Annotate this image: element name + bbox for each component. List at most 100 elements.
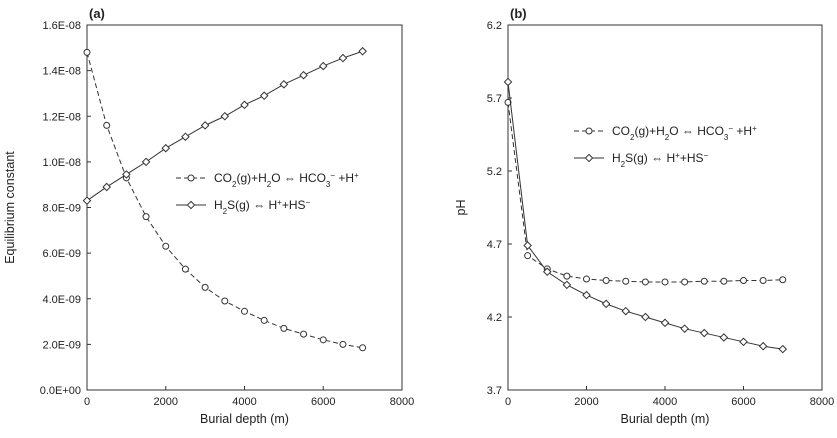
panel-label: (b)	[510, 6, 527, 21]
series-co2	[83, 48, 367, 352]
y-tick-label: 5.2	[487, 166, 502, 178]
legend-marker	[187, 174, 195, 182]
y-tick-label: 6.0E-09	[42, 248, 81, 260]
data-point	[142, 213, 150, 221]
data-point	[602, 277, 610, 284]
plot-frame	[507, 24, 823, 391]
data-point	[700, 277, 708, 285]
y-tick-label: 1.2E-08	[42, 111, 81, 123]
data-point	[699, 328, 709, 338]
data-point	[83, 48, 91, 56]
x-axis-title: Burial depth (m)	[200, 412, 289, 426]
data-point	[720, 277, 728, 285]
data-point	[181, 132, 190, 142]
series-co2	[504, 98, 787, 286]
y-axis-title: Equilibrium constant	[3, 151, 17, 264]
legend: CO2(g)+H2O ⇔ HCO3− +H+ H2S(g) ⇔ H++HS−	[574, 124, 757, 169]
y-tick-label: 4.2	[487, 312, 502, 324]
data-point	[201, 283, 209, 291]
x-tick-label: 6000	[311, 396, 335, 408]
data-point	[221, 297, 229, 305]
data-point	[641, 278, 649, 286]
data-point	[740, 277, 747, 284]
data-point	[240, 100, 249, 110]
data-point	[759, 277, 767, 284]
x-tick-label: 6000	[731, 396, 755, 408]
legend: CO2(g)+H2O ⇔ HCO3− +H+ H2S(g) ⇔ H++HS−	[176, 171, 359, 216]
x-axis-title: Burial depth (m)	[621, 412, 710, 426]
data-point	[318, 61, 328, 71]
data-point	[299, 70, 308, 80]
x-tick-label: 2000	[574, 396, 598, 408]
data-point	[779, 276, 787, 284]
data-point	[563, 272, 571, 280]
data-point	[660, 318, 670, 328]
y-tick-label: 1.0E-08	[42, 157, 81, 169]
data-point	[280, 324, 288, 332]
data-point	[523, 241, 532, 250]
legend-label: H2S(g) ⇔ H++HS−	[214, 198, 311, 216]
data-point	[102, 182, 111, 192]
x-tick-label: 2000	[154, 396, 178, 408]
data-point	[778, 344, 788, 354]
data-point	[220, 111, 230, 121]
chart-panel-a: 0 2000 4000 6000 8000 0.0E+00 2.0E-09 4.0E-09 6.…	[3, 6, 414, 426]
x-tick-label: 8000	[390, 396, 414, 408]
data-point	[680, 324, 689, 333]
legend-marker	[585, 127, 593, 135]
data-point	[758, 341, 768, 351]
data-point	[338, 53, 348, 63]
series-h2s	[503, 77, 788, 354]
y-tick-label: 1.6E-08	[42, 20, 81, 32]
data-point	[241, 307, 248, 315]
x-tick-label: 4000	[653, 396, 677, 408]
data-point	[162, 242, 170, 250]
series-h2s	[82, 46, 367, 205]
data-point	[739, 337, 748, 347]
y-tick-label: 0.0E+00	[40, 385, 81, 397]
legend-label: H2S(g) ⇔ H++HS−	[612, 151, 709, 169]
data-point	[319, 336, 327, 344]
panel-label: (a)	[89, 6, 105, 21]
y-axis-title: pH	[454, 200, 468, 216]
y-tick-label: 8.0E-09	[42, 203, 81, 215]
data-point	[601, 299, 611, 309]
y-tick-label: 2.0E-09	[42, 339, 81, 351]
chart-panel-b: 0 2000 4000 6000 8000 3.7 4.2 4.7 5.2 5.7 6.2 Buria…	[454, 6, 834, 426]
data-point	[359, 344, 367, 352]
data-point	[82, 196, 92, 205]
data-point	[200, 121, 210, 130]
data-point	[622, 277, 630, 285]
data-point	[641, 312, 650, 322]
data-point	[122, 170, 131, 179]
data-point	[583, 275, 590, 283]
legend-label: CO2(g)+H2O ⇔ HCO3− +H+	[612, 124, 757, 142]
data-point	[681, 278, 689, 286]
data-point	[503, 77, 513, 87]
data-point	[358, 46, 367, 56]
legend-label: CO2(g)+H2O ⇔ HCO3− +H+	[214, 171, 359, 189]
y-tick-label: 4.0E-09	[42, 294, 81, 306]
y-tick-label: 3.7	[487, 385, 502, 397]
data-point	[259, 91, 269, 101]
data-point	[339, 340, 347, 348]
data-point	[504, 98, 512, 106]
data-point	[621, 306, 631, 316]
data-point	[279, 80, 289, 89]
data-point	[582, 290, 591, 300]
data-point	[260, 316, 268, 324]
data-point	[661, 278, 669, 286]
data-point	[562, 280, 572, 290]
data-point	[719, 333, 729, 342]
data-point	[524, 252, 532, 260]
data-point	[181, 265, 189, 273]
legend-marker	[584, 153, 594, 163]
data-point	[103, 121, 111, 129]
data-point	[542, 267, 552, 277]
data-point	[161, 143, 171, 153]
x-tick-label: 0	[505, 396, 511, 408]
data-point	[141, 157, 151, 167]
y-tick-label: 6.2	[487, 20, 502, 32]
y-tick-label: 1.4E-08	[42, 66, 81, 78]
series-line	[507, 102, 783, 283]
